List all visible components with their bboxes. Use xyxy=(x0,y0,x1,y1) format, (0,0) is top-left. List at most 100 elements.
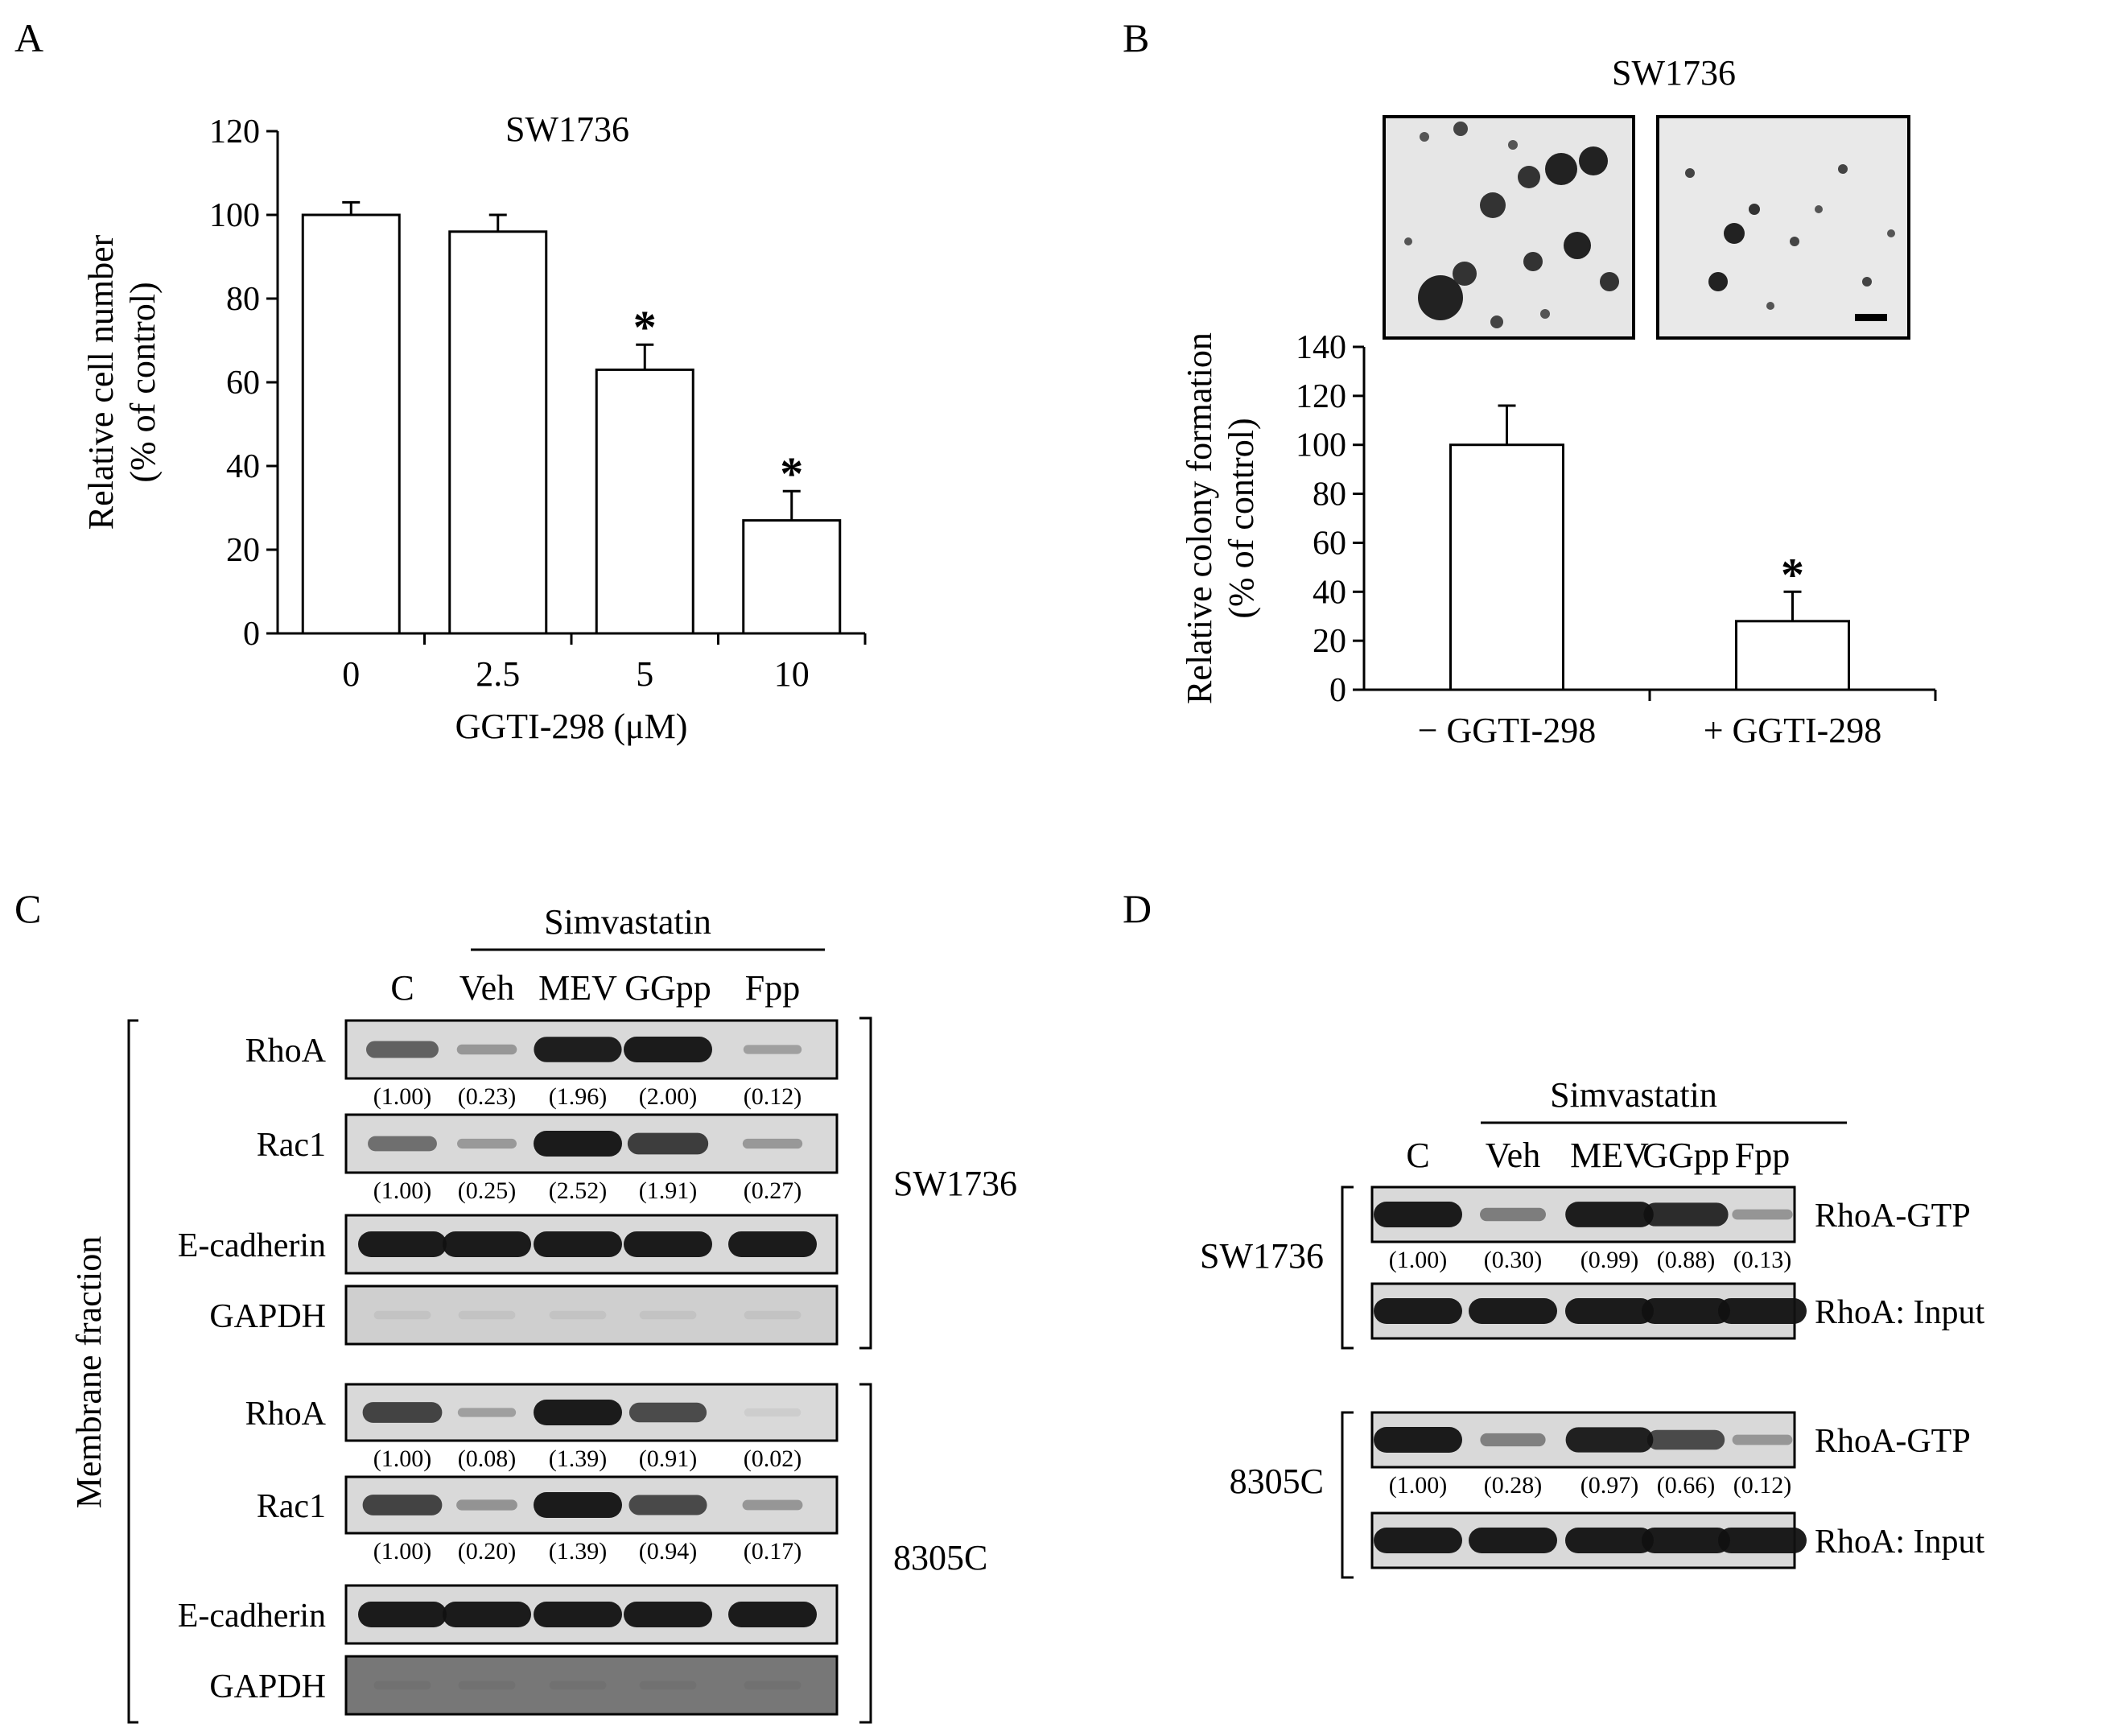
blot-band xyxy=(1565,1298,1654,1324)
quant-value: (1.39) xyxy=(549,1538,607,1565)
y-axis-label: (% of control) xyxy=(123,282,163,482)
blot-band xyxy=(549,1680,607,1690)
blot-band xyxy=(624,1231,712,1257)
blot-band xyxy=(443,1602,531,1627)
quant-value: (1.00) xyxy=(1389,1247,1447,1273)
quant-value: (0.08) xyxy=(458,1445,516,1472)
y-tick-label: 120 xyxy=(209,113,260,151)
bar xyxy=(1449,443,1564,691)
blot-band xyxy=(534,1492,622,1518)
significance-marker: * xyxy=(780,447,803,500)
blot-band xyxy=(458,1310,516,1320)
blot-band xyxy=(1565,1528,1654,1553)
y-tick-label: 60 xyxy=(226,365,260,402)
blot-band xyxy=(627,1132,709,1155)
blot-band xyxy=(534,1602,622,1627)
blot-band xyxy=(534,1231,622,1257)
blot-band xyxy=(639,1680,697,1690)
western-blot-panel-c: Simvastatin C Veh MEV GGpp Fpp Membrane fracti… xyxy=(69,902,1017,1724)
chart-title: SW1736 xyxy=(505,109,629,149)
quant-value: (2.52) xyxy=(549,1177,607,1204)
y-tick-label: 140 xyxy=(1296,329,1346,366)
blot-membrane xyxy=(344,1284,839,1346)
quant-value: (1.00) xyxy=(1389,1472,1447,1499)
blot-band xyxy=(624,1037,712,1062)
y-tick-label: 100 xyxy=(1296,427,1346,464)
y-axis-label: Relative cell number xyxy=(81,234,121,530)
bar xyxy=(301,213,401,635)
quant-value: (0.91) xyxy=(639,1445,697,1472)
x-tick-label: + GGTI-298 xyxy=(1704,711,1882,750)
blot-band xyxy=(1469,1298,1557,1324)
x-tick-label: 10 xyxy=(774,654,810,694)
treatment-label: Simvastatin xyxy=(544,902,711,942)
protein-label: E-cadherin xyxy=(178,1598,326,1635)
blot-band xyxy=(368,1136,437,1152)
quant-value: (0.20) xyxy=(458,1538,516,1565)
lane-label: Fpp xyxy=(1735,1136,1790,1175)
lane-label: GGpp xyxy=(624,968,711,1008)
y-tick-label: 80 xyxy=(226,281,260,318)
blot-band xyxy=(728,1231,817,1257)
blot-band xyxy=(639,1310,697,1320)
side-bracket xyxy=(127,1019,138,1724)
blot-band xyxy=(1374,1202,1462,1227)
blot-band xyxy=(362,1402,443,1423)
group-bracket xyxy=(1341,1186,1354,1350)
blot-membrane xyxy=(344,1655,839,1716)
y-tick-label: 0 xyxy=(243,616,260,653)
bar xyxy=(595,368,694,635)
quant-value: (0.28) xyxy=(1484,1472,1542,1499)
blot-band xyxy=(1480,1207,1546,1222)
quant-value: (1.00) xyxy=(373,1177,431,1204)
blot-band xyxy=(1374,1298,1462,1324)
quant-value: (0.12) xyxy=(1733,1472,1791,1499)
y-tick-label: 20 xyxy=(1313,623,1346,660)
lane-label: Fpp xyxy=(745,968,800,1008)
cell-line-label: 8305C xyxy=(893,1538,987,1577)
y-tick-label: 40 xyxy=(226,448,260,485)
scale-bar xyxy=(1855,314,1887,321)
quant-value: (0.23) xyxy=(458,1083,516,1110)
blot-label: RhoA: Input xyxy=(1815,1524,1985,1561)
blot-band xyxy=(743,1045,802,1054)
group-bracket xyxy=(859,1383,872,1724)
blot-band xyxy=(744,1680,802,1690)
y-tick-label: 20 xyxy=(226,532,260,569)
blot-band xyxy=(744,1310,802,1320)
blot-band xyxy=(1646,1429,1725,1450)
blot-band xyxy=(1642,1298,1730,1324)
blot-band xyxy=(1718,1298,1807,1324)
colony-image-plus xyxy=(1656,115,1910,340)
y-axis-label: Relative colony formation xyxy=(1180,332,1219,704)
blot-band xyxy=(457,1408,517,1417)
blot-band xyxy=(1565,1202,1654,1227)
blot-band xyxy=(1642,1528,1730,1553)
cell-line-label: 8305C xyxy=(1230,1462,1324,1501)
blot-band xyxy=(624,1602,712,1627)
blot-band xyxy=(549,1310,607,1320)
blot-band xyxy=(1565,1427,1654,1453)
x-tick-label: 2.5 xyxy=(476,654,520,694)
protein-label: Rac1 xyxy=(257,1127,326,1164)
quant-value: (0.66) xyxy=(1657,1472,1715,1499)
x-tick-label: 0 xyxy=(342,654,360,694)
quant-value: (0.12) xyxy=(744,1083,802,1110)
blot-band xyxy=(443,1231,531,1257)
blot-band xyxy=(1374,1427,1462,1453)
blot-band xyxy=(358,1602,447,1627)
y-tick-label: 60 xyxy=(1313,525,1346,562)
lane-label: MEV xyxy=(538,968,617,1008)
colony-image-minus xyxy=(1383,115,1635,340)
panel-label-c: C xyxy=(14,886,42,931)
quant-value: (0.25) xyxy=(458,1177,516,1204)
y-tick-label: 0 xyxy=(1329,672,1346,709)
quant-value: (0.94) xyxy=(639,1538,697,1565)
blot-band xyxy=(456,1044,517,1055)
membrane-fraction-label: Membrane fraction xyxy=(69,1236,109,1508)
significance-marker: * xyxy=(633,301,657,353)
quant-value: (0.13) xyxy=(1733,1247,1791,1273)
quant-value: (0.30) xyxy=(1484,1247,1542,1273)
